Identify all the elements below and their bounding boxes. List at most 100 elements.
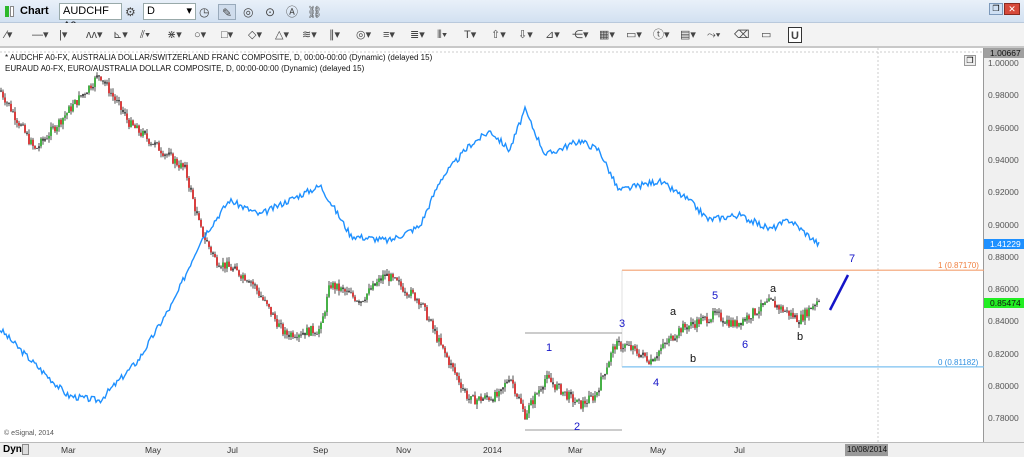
candle-body bbox=[250, 281, 252, 283]
restore-pane-icon[interactable]: ❐ bbox=[964, 55, 976, 66]
arc-tool-icon[interactable]: ⋲▾ bbox=[572, 29, 589, 41]
wave-label-3: 3 bbox=[619, 318, 626, 330]
candle-body bbox=[254, 284, 256, 286]
candle-body bbox=[34, 145, 36, 149]
arrow-down-tool-icon[interactable]: ⇩▾ bbox=[518, 29, 533, 41]
text-tool-icon[interactable]: T▾ bbox=[464, 29, 477, 41]
candle-body bbox=[526, 413, 528, 420]
candle-body bbox=[546, 374, 548, 380]
candle-body bbox=[640, 354, 642, 358]
candle-body bbox=[0, 90, 2, 92]
candle-body bbox=[770, 298, 772, 300]
restore-icon[interactable]: ❐ bbox=[989, 3, 1003, 15]
candle-body bbox=[656, 356, 658, 359]
candle-body bbox=[154, 142, 156, 145]
candle-body bbox=[92, 86, 94, 89]
candle-body bbox=[318, 329, 320, 334]
gann-tool-icon[interactable]: ⫽▾ bbox=[140, 29, 151, 41]
candle-body bbox=[382, 274, 384, 281]
candle-body bbox=[60, 119, 62, 125]
candle-body bbox=[550, 377, 552, 383]
candle-body bbox=[208, 241, 210, 247]
candle-body bbox=[438, 337, 440, 342]
diamond-tool-icon[interactable]: ◇▾ bbox=[248, 29, 262, 41]
ellipse-tool-icon[interactable]: ○▾ bbox=[194, 29, 207, 41]
wave-label-a-2: a bbox=[770, 283, 777, 295]
fib-retracement-tool-icon[interactable]: ≡▾ bbox=[383, 29, 395, 41]
euraud-price-tag: 1.41229 bbox=[984, 239, 1024, 249]
candle-body bbox=[186, 164, 188, 178]
lock-icon[interactable] bbox=[22, 444, 29, 455]
rectangle-tool-icon[interactable]: □▾ bbox=[221, 29, 234, 41]
candle-body bbox=[482, 398, 484, 401]
candle-body bbox=[728, 319, 730, 327]
candle-body bbox=[218, 265, 220, 267]
fan-tool-icon[interactable]: ⊾▾ bbox=[113, 29, 128, 41]
symbol-input[interactable]: AUDCHF A0 ▾ bbox=[59, 3, 122, 32]
candle-body bbox=[558, 384, 560, 385]
play-icon[interactable]: ⊙ bbox=[265, 5, 276, 19]
candle-body bbox=[582, 400, 584, 409]
tj-tool-icon[interactable]: ⓣ▾ bbox=[653, 29, 670, 41]
parallel-tool-icon[interactable]: ∥▾ bbox=[329, 29, 341, 41]
grid-tool-icon[interactable]: ▦▾ bbox=[599, 29, 615, 41]
candle-body bbox=[372, 283, 374, 290]
layers-tool-icon[interactable]: ▭ bbox=[761, 29, 772, 41]
chart-plot-area[interactable]: * AUDCHF A0-FX, AUSTRALIA DOLLAR/SWITZER… bbox=[0, 48, 984, 442]
line-tool-icon[interactable]: ⁄▾ bbox=[5, 29, 13, 41]
mob-tool-icon[interactable]: ▭▾ bbox=[626, 29, 642, 41]
candle-body bbox=[312, 325, 314, 334]
candle-body bbox=[308, 327, 310, 336]
magnet-tool-icon[interactable]: U bbox=[788, 27, 802, 43]
fib-extension-tool-icon[interactable]: ≣▾ bbox=[410, 29, 425, 41]
close-icon[interactable]: ✕ bbox=[1004, 3, 1020, 15]
vertical-line-tool-icon[interactable]: |▾ bbox=[59, 29, 68, 41]
arrow-up-tool-icon[interactable]: ⇧▾ bbox=[491, 29, 506, 41]
candle-body bbox=[104, 81, 106, 84]
candle-body bbox=[14, 111, 16, 121]
candle-body bbox=[534, 393, 536, 405]
pti-tool-icon[interactable]: ▤▾ bbox=[680, 29, 696, 41]
connect-tool-icon[interactable]: ⤳▾ bbox=[707, 29, 721, 41]
x-tick-label: Jul bbox=[227, 445, 238, 455]
candle-body bbox=[776, 305, 778, 308]
candle-body bbox=[140, 132, 142, 136]
candle-body bbox=[326, 296, 328, 313]
candle-body bbox=[84, 94, 86, 95]
refresh-icon[interactable]: ◎ bbox=[243, 5, 254, 19]
candle-body bbox=[680, 328, 682, 333]
cycles-tool-icon[interactable]: ⦀▾ bbox=[437, 29, 448, 41]
candle-body bbox=[362, 300, 364, 302]
clock-icon[interactable]: ◷ bbox=[199, 5, 210, 19]
horizontal-line-tool-icon[interactable]: —▾ bbox=[32, 29, 49, 41]
candle-body bbox=[810, 307, 812, 309]
candle-body bbox=[524, 409, 526, 420]
candle-body bbox=[504, 382, 506, 388]
candle-body bbox=[604, 374, 606, 376]
candle-body bbox=[396, 277, 398, 281]
candle-body bbox=[370, 288, 372, 290]
candle-body bbox=[470, 396, 472, 400]
interval-input[interactable]: D ▾ bbox=[143, 3, 196, 20]
andrews-tool-icon[interactable]: ⊿▾ bbox=[545, 29, 560, 41]
speedlines-tool-icon[interactable]: ⋇▾ bbox=[167, 29, 182, 41]
candle-body bbox=[264, 299, 266, 301]
candle-body bbox=[458, 376, 460, 383]
high-price-tag: 1.00667 bbox=[984, 48, 1024, 58]
link-icon[interactable]: ⛓ bbox=[307, 5, 323, 19]
price-axis[interactable]: 1.00000 0.98000 0.96000 0.94000 0.92000 0.900… bbox=[984, 48, 1024, 442]
alert-icon[interactable]: Ⓐ bbox=[286, 5, 299, 19]
channels-tool-icon[interactable]: ≋▾ bbox=[302, 29, 317, 41]
dyn-label[interactable]: Dyn bbox=[3, 444, 22, 455]
candle-body bbox=[750, 318, 752, 320]
eraser-tool-icon[interactable]: ⌫ bbox=[734, 29, 750, 41]
candle-body bbox=[488, 397, 490, 401]
candle-body bbox=[414, 292, 416, 301]
settings-icon[interactable]: ⚙ bbox=[125, 5, 136, 19]
time-axis[interactable]: Dyn 10/08/2014 Mar May Jul Sep Nov 2014 Mar May… bbox=[0, 442, 1024, 457]
zigzag-tool-icon[interactable]: ʌʌ▾ bbox=[86, 29, 103, 41]
pencil-icon[interactable]: ✎ bbox=[218, 4, 236, 20]
candle-body bbox=[50, 126, 52, 136]
circles-tool-icon[interactable]: ◎▾ bbox=[356, 29, 372, 41]
triangle-tool-icon[interactable]: △▾ bbox=[275, 29, 289, 41]
